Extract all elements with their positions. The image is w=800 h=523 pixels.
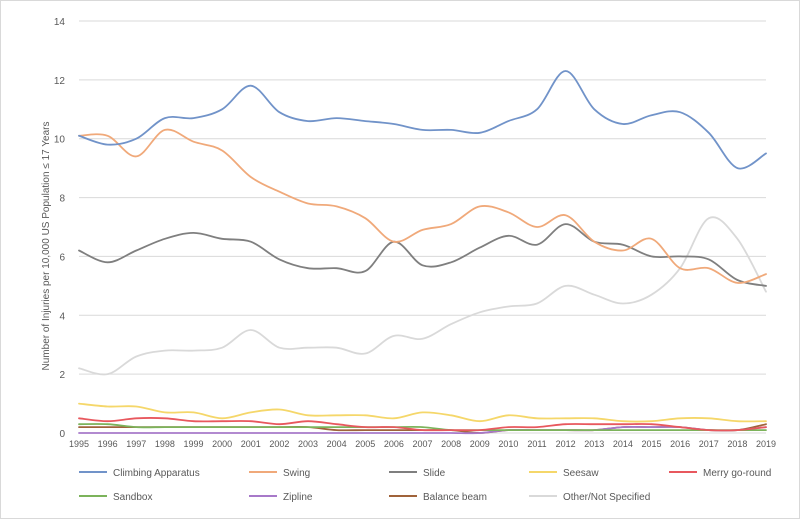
x-tick-label: 2015 bbox=[641, 439, 661, 449]
x-tick-label: 2005 bbox=[355, 439, 375, 449]
legend-label: Climbing Apparatus bbox=[113, 468, 200, 479]
y-tick-labels: 0 2 4 6 8 10 12 14 bbox=[54, 17, 66, 440]
x-tick-label: 2000 bbox=[212, 439, 232, 449]
legend-label: Seesaw bbox=[563, 468, 599, 479]
legend-item-swing: Swing bbox=[249, 468, 310, 479]
y-tick-label: 12 bbox=[54, 76, 66, 87]
legend-item-seesaw: Seesaw bbox=[529, 468, 599, 479]
x-tick-label: 2016 bbox=[670, 439, 690, 449]
series-lines bbox=[78, 70, 767, 435]
series-line-slide bbox=[78, 223, 767, 287]
x-tick-labels: 1995 1996 1997 1998 1999 2000 2001 2002 2003 2004… bbox=[69, 439, 776, 449]
legend-item-zipline: Zipline bbox=[249, 492, 313, 503]
x-tick-label: 1996 bbox=[98, 439, 118, 449]
legend-item-slide: Slide bbox=[389, 468, 446, 479]
y-tick-label: 6 bbox=[59, 252, 65, 263]
y-tick-label: 10 bbox=[54, 135, 66, 146]
x-tick-label: 2011 bbox=[527, 439, 546, 449]
legend-item-climbing-apparatus: Climbing Apparatus bbox=[79, 468, 200, 479]
y-tick-label: 2 bbox=[59, 370, 65, 381]
x-tick-label: 1997 bbox=[126, 439, 146, 449]
x-tick-label: 2004 bbox=[327, 439, 347, 449]
x-tick-label: 2001 bbox=[241, 439, 261, 449]
x-tick-label: 2014 bbox=[613, 439, 633, 449]
y-tick-label: 8 bbox=[59, 194, 65, 205]
legend-item-balance-beam: Balance beam bbox=[389, 492, 487, 503]
x-tick-label: 2010 bbox=[498, 439, 518, 449]
series-line-zipline bbox=[78, 425, 767, 435]
legend-label: Slide bbox=[423, 468, 446, 479]
series-line-sandbox bbox=[78, 423, 767, 432]
x-tick-label: 1995 bbox=[69, 439, 89, 449]
legend-label: Balance beam bbox=[423, 492, 487, 503]
legend-item-sandbox: Sandbox bbox=[79, 492, 152, 503]
legend-label: Zipline bbox=[283, 492, 313, 503]
series-line-climbing-apparatus bbox=[78, 70, 767, 170]
x-tick-label: 2019 bbox=[756, 439, 776, 449]
series-line-seesaw bbox=[78, 402, 767, 423]
x-tick-label: 2009 bbox=[470, 439, 490, 449]
x-tick-label: 2006 bbox=[384, 439, 404, 449]
series-line-merry-go-round bbox=[78, 417, 767, 432]
series-line-swing bbox=[78, 128, 767, 284]
legend-label: Swing bbox=[283, 468, 310, 479]
y-tick-label: 4 bbox=[59, 311, 65, 322]
legend-label: Sandbox bbox=[113, 492, 152, 503]
x-tick-label: 2002 bbox=[269, 439, 289, 449]
legend: Climbing Apparatus Swing Slide Seesaw Merry … bbox=[79, 468, 771, 503]
legend-label: Other/Not Specified bbox=[563, 492, 650, 503]
x-tick-label: 1998 bbox=[155, 439, 175, 449]
x-tick-label: 2007 bbox=[412, 439, 432, 449]
y-tick-label: 14 bbox=[54, 17, 66, 28]
x-tick-label: 2018 bbox=[727, 439, 747, 449]
y-tick-label: 0 bbox=[59, 429, 65, 440]
legend-item-other-not-specified: Other/Not Specified bbox=[529, 492, 650, 503]
x-tick-label: 2013 bbox=[584, 439, 604, 449]
y-axis-label: Number of Injuries per 10,000 US Populat… bbox=[41, 122, 52, 371]
x-tick-label: 2017 bbox=[699, 439, 719, 449]
legend-label: Merry go-round bbox=[703, 468, 771, 479]
series-line-other-not-specified bbox=[78, 216, 767, 376]
gridlines bbox=[79, 20, 766, 434]
x-tick-label: 1999 bbox=[183, 439, 203, 449]
x-tick-label: 2003 bbox=[298, 439, 318, 449]
legend-item-merry-go-round: Merry go-round bbox=[669, 468, 771, 479]
x-tick-label: 2008 bbox=[441, 439, 461, 449]
x-tick-label: 2012 bbox=[556, 439, 576, 449]
